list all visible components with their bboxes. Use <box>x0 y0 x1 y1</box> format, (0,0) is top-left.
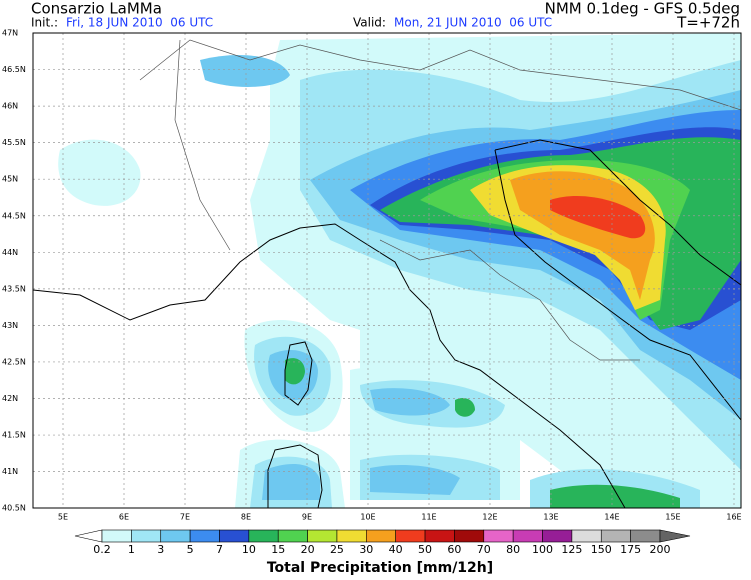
colorbar-box <box>336 529 367 543</box>
colorbar-box <box>424 529 455 543</box>
colorbar-box <box>307 529 338 543</box>
colorbar-arrow <box>74 529 103 543</box>
colorbar-arrow <box>659 529 691 543</box>
init-value: Fri, 18 JUN 2010 06 UTC <box>66 16 213 30</box>
colorbar-label: 60 <box>447 543 461 556</box>
lat-label: 45N <box>2 175 18 184</box>
lon-label: 10E <box>360 513 375 522</box>
lat-label: 47N <box>2 29 18 38</box>
colorbar-box <box>542 529 573 543</box>
lon-label: 11E <box>421 513 436 522</box>
colorbar-label: 20 <box>301 543 315 556</box>
lat-label: 44.5N <box>2 211 26 220</box>
coastlines <box>33 39 741 508</box>
title-left: Consarzio LaMMa <box>31 0 162 18</box>
lon-label: 5E <box>58 513 68 522</box>
colorbar-label: 0.2 <box>93 543 111 556</box>
colorbar-box <box>483 529 514 543</box>
colorbar-label: 1 <box>128 543 135 556</box>
colorbar-label: 70 <box>477 543 491 556</box>
lon-label: 16E <box>726 513 741 522</box>
lon-label: 9E <box>302 513 312 522</box>
lat-label: 46.5N <box>2 65 26 74</box>
forecast-step: T=+72h <box>676 14 740 32</box>
colorbar-label: 40 <box>389 543 403 556</box>
lat-label: 40.5N <box>2 504 26 513</box>
lon-label: 15E <box>665 513 680 522</box>
colorbar-box <box>248 529 279 543</box>
precipitation-field <box>33 33 741 508</box>
lon-label: 8E <box>241 513 251 522</box>
colorbar-label: 3 <box>157 543 164 556</box>
lat-label: 41N <box>2 467 18 476</box>
colorbar-box <box>395 529 426 543</box>
colorbar-label: 25 <box>330 543 344 556</box>
lon-label: 7E <box>180 513 190 522</box>
lon-label: 14E <box>604 513 619 522</box>
lat-label: 41.5N <box>2 431 26 440</box>
colorbar-box <box>571 529 602 543</box>
colorbar-box <box>101 529 132 543</box>
colorbar-label: 100 <box>532 543 553 556</box>
valid-label: Valid: <box>353 16 386 30</box>
lat-label: 42.5N <box>2 357 26 366</box>
colorbar-box <box>366 529 396 543</box>
colorbar-box <box>131 529 162 543</box>
lon-label: 6E <box>119 513 129 522</box>
colorbar-label: 15 <box>271 543 285 556</box>
colorbar-label: 125 <box>561 543 582 556</box>
colorbar-label: 5 <box>187 543 194 556</box>
lat-label: 42N <box>2 394 18 403</box>
colorbar-box <box>219 529 250 543</box>
valid-value: Mon, 21 JUN 2010 06 UTC <box>394 16 552 30</box>
colorbar-box <box>600 529 631 543</box>
lon-label: 13E <box>543 513 558 522</box>
colorbar-label: 175 <box>620 543 641 556</box>
lat-label: 46N <box>2 102 18 111</box>
colorbar-box <box>454 529 485 543</box>
colorbar-label: 7 <box>216 543 223 556</box>
lat-label: 43.5N <box>2 284 26 293</box>
colorbar-box <box>189 529 220 543</box>
colorbar-label: 80 <box>506 543 520 556</box>
lon-label: 12E <box>482 513 497 522</box>
lat-label: 45.5N <box>2 138 26 147</box>
colorbar-box <box>160 529 191 543</box>
colorbar-title: Total Precipitation [mm/12h] <box>267 560 493 576</box>
colorbar-box <box>277 529 308 543</box>
title-right: NMM 0.1deg - GFS 0.5deg <box>545 0 740 18</box>
colorbar-label: 10 <box>242 543 256 556</box>
init-label: Init.: <box>31 16 58 30</box>
colorbar-label: 150 <box>591 543 612 556</box>
colorbar-label: 30 <box>359 543 373 556</box>
lat-label: 43N <box>2 321 18 330</box>
colorbar-box <box>512 529 543 543</box>
colorbar-label: 50 <box>418 543 432 556</box>
lat-label: 44N <box>2 248 18 257</box>
map-frame <box>32 32 742 509</box>
colorbar-box <box>630 529 661 543</box>
colorbar-label: 200 <box>650 543 671 556</box>
